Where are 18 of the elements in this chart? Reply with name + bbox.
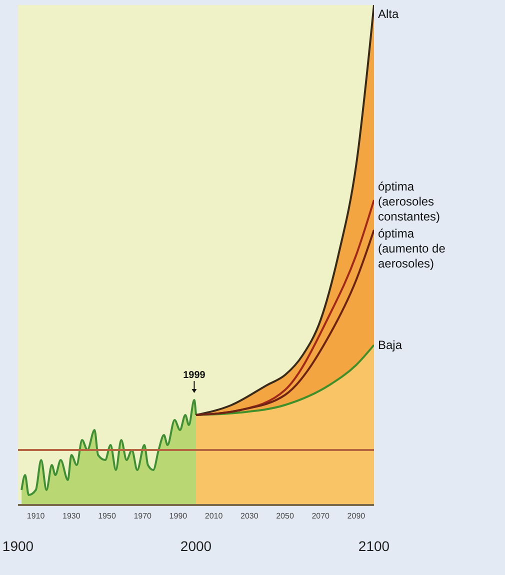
x2-tick-label: 2100 (358, 538, 390, 554)
x-tick-label: 2070 (312, 512, 330, 521)
x-tick-label: 1970 (134, 512, 152, 521)
x2-tick-label: 2000 (180, 538, 212, 554)
series-label: Alta (378, 7, 400, 21)
x-tick-label: 2010 (204, 512, 224, 521)
x-tick-label: 1950 (98, 512, 116, 521)
x2-tick-label: 1900 (2, 538, 34, 554)
series-label: Baja (378, 338, 402, 352)
x-tick-label: 1930 (62, 512, 81, 521)
x-tick-label: 2090 (347, 512, 366, 521)
x-tick-label: 1910 (26, 512, 46, 521)
series-label: óptima (aumento de aerosoles) (378, 226, 446, 271)
x-tick-label: 2030 (240, 512, 259, 521)
x-tick-label: 2050 (276, 512, 294, 521)
annotation: 1999 (183, 370, 206, 382)
series-label: óptima (aerosoles constantes) (378, 180, 440, 224)
x-tick-label: 1990 (169, 512, 188, 521)
